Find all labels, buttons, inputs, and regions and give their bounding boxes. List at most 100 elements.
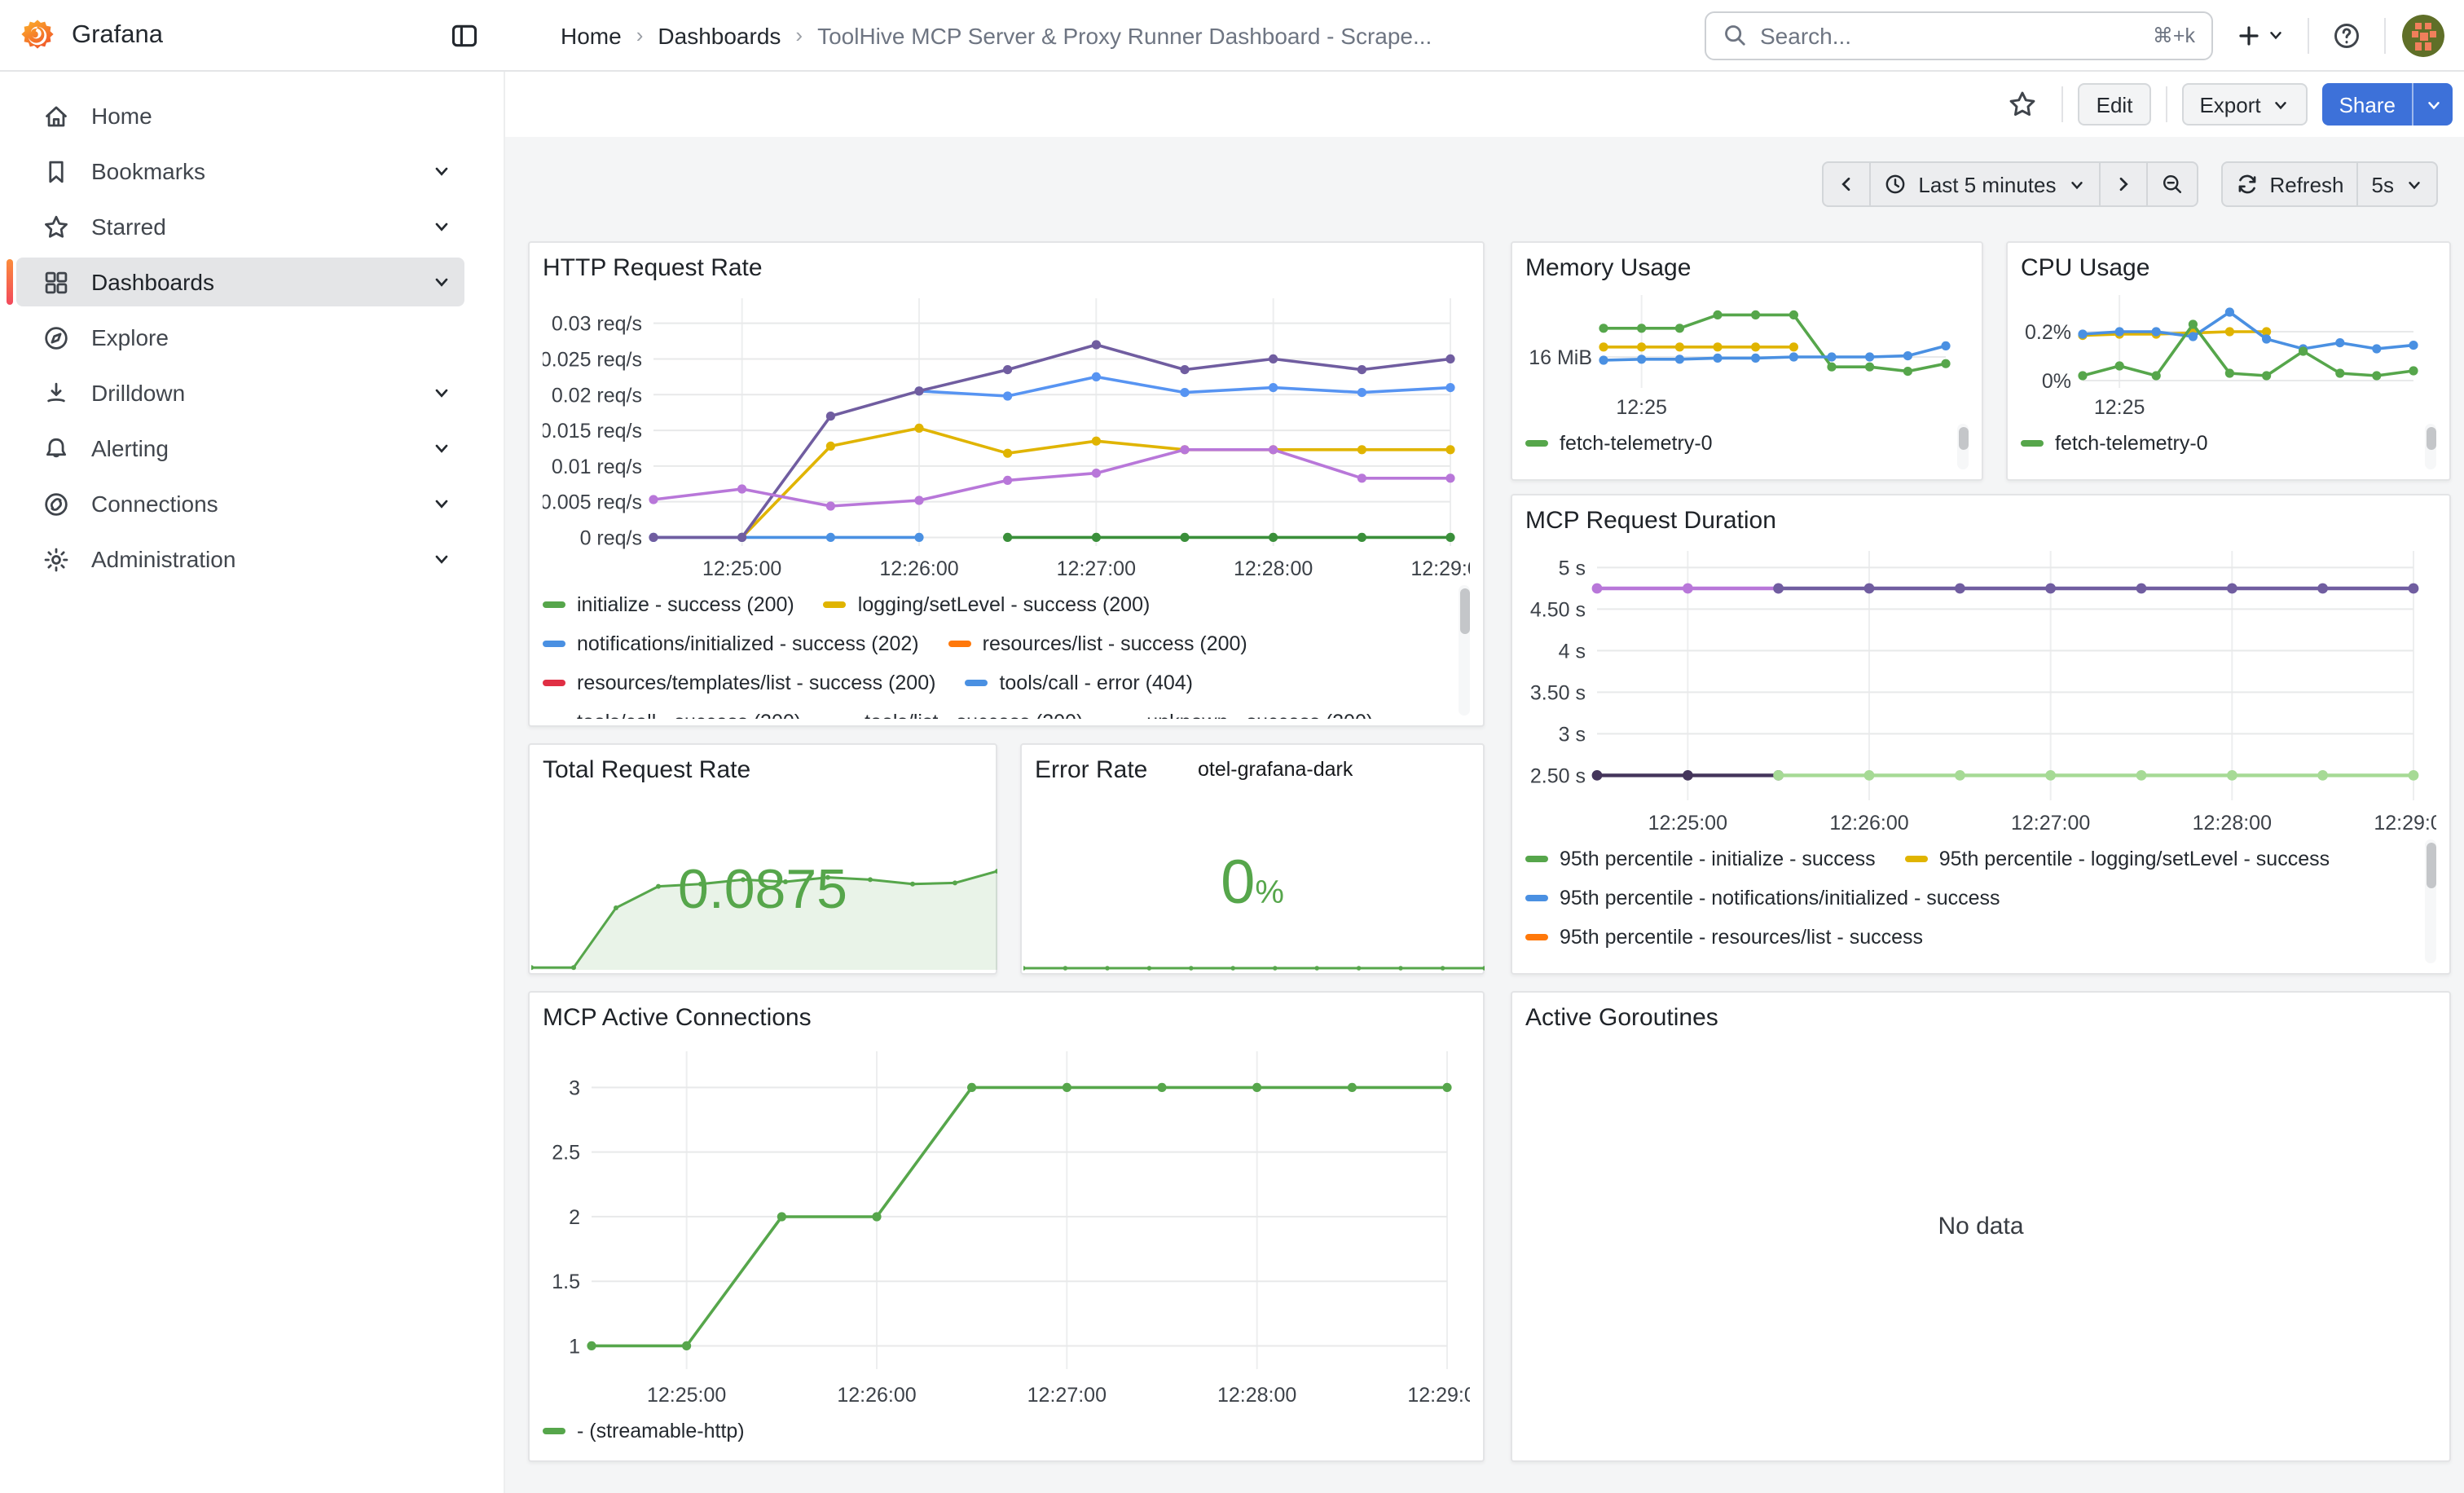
sidebar-item-administration[interactable]: Administration	[16, 535, 464, 584]
svg-text:0.005 req/s: 0.005 req/s	[543, 491, 642, 514]
panel-total-request-rate: Total Request Rate 0.0875	[528, 743, 997, 975]
svg-text:12:25:00: 12:25:00	[1648, 812, 1727, 835]
home-icon	[42, 102, 70, 130]
zoom-out-button[interactable]	[2145, 161, 2198, 207]
chevron-down-icon[interactable]	[432, 549, 451, 569]
legend-label: 95th percentile - resources/list - succe…	[1560, 926, 1923, 949]
sidebar-item-alerting[interactable]: Alerting	[16, 424, 464, 473]
legend-item[interactable]: fetch-telemetry-0	[1525, 424, 1713, 463]
share-button[interactable]: Share	[2323, 83, 2412, 126]
svg-text:0.02 req/s: 0.02 req/s	[552, 384, 642, 407]
help-icon[interactable]	[2325, 14, 2368, 56]
svg-text:0.015 req/s: 0.015 req/s	[543, 420, 642, 443]
sidebar-item-starred[interactable]: Starred	[16, 202, 464, 251]
refresh-button[interactable]: Refresh	[2220, 161, 2358, 207]
refresh-label: Refresh	[2269, 172, 2343, 196]
legend-item[interactable]: initialize - success (200)	[543, 585, 794, 624]
svg-text:12:27:00: 12:27:00	[1057, 557, 1136, 580]
panel-title[interactable]: MCP Request Duration	[1525, 505, 2436, 538]
add-new-button[interactable]	[2229, 15, 2291, 55]
export-button[interactable]: Export	[2181, 83, 2308, 126]
breadcrumb-home[interactable]: Home	[561, 22, 622, 48]
refresh-interval-picker[interactable]: 5s	[2357, 161, 2438, 207]
sidebar-item-drilldown[interactable]: Drilldown	[16, 368, 464, 417]
nav-right: Search... ⌘+k	[1705, 11, 2464, 59]
legend-item[interactable]: 95th percentile - notifications/initiali…	[1525, 879, 2000, 918]
dock-menu-icon[interactable]	[450, 20, 479, 50]
svg-text:0.03 req/s: 0.03 req/s	[552, 313, 642, 336]
sidebar-item-dashboards[interactable]: Dashboards	[16, 258, 464, 306]
chevron-down-icon[interactable]	[432, 494, 451, 513]
legend-label: tools/list - success (200)	[865, 711, 1083, 719]
share-dropdown-chevron[interactable]	[2412, 83, 2453, 126]
user-avatar[interactable]	[2402, 14, 2444, 56]
legend-scrollbar[interactable]	[2425, 424, 2436, 469]
svg-text:12:28:00: 12:28:00	[2193, 812, 2272, 835]
svg-text:12:27:00: 12:27:00	[2011, 812, 2090, 835]
refresh-group: Refresh 5s	[2220, 161, 2438, 207]
legend-item[interactable]: notifications/initialized - success (202…	[543, 624, 919, 663]
legend-item[interactable]: unknown - success (200)	[1112, 702, 1373, 719]
mcp-active-connections-chart: 11.522.5312:25:0012:26:0012:27:0012:28:0…	[543, 1035, 1470, 1408]
svg-text:3: 3	[569, 1077, 580, 1099]
sidebar-item-explore[interactable]: Explore	[16, 313, 464, 362]
search-shortcut: ⌘+k	[2153, 23, 2195, 47]
toolbar-divider	[2165, 86, 2167, 122]
legend-swatch	[543, 719, 565, 720]
legend-item[interactable]: resources/list - success (200)	[948, 624, 1247, 663]
legend-swatch	[824, 601, 847, 609]
time-range-group: Last 5 minutes	[1822, 161, 2198, 207]
legend-item[interactable]: tools/list - success (200)	[830, 702, 1083, 719]
sidebar-item-home[interactable]: Home	[16, 91, 464, 140]
legend-item[interactable]: tools/call - success (200)	[543, 702, 801, 719]
sidebar-item-bookmarks[interactable]: Bookmarks	[16, 147, 464, 196]
legend-item[interactable]: 95th percentile - resources/templates/li…	[1525, 957, 2017, 967]
legend-label: 95th percentile - initialize - success	[1560, 848, 1876, 870]
panel-active-goroutines: Active Goroutines No data	[1511, 991, 2451, 1462]
toolbar-divider	[2062, 86, 2064, 122]
time-back-button[interactable]	[1822, 161, 1871, 207]
legend-item[interactable]: resources/templates/list - success (200)	[543, 663, 935, 702]
legend-scrollbar[interactable]	[2425, 839, 2436, 963]
legend-item[interactable]: - (streamable-http)	[543, 1412, 745, 1451]
panel-title[interactable]: MCP Active Connections	[543, 1002, 1470, 1035]
svg-text:12:25: 12:25	[2094, 396, 2145, 419]
favorite-star-icon[interactable]	[1999, 90, 2048, 119]
panel-title[interactable]: Total Request Rate	[543, 755, 983, 787]
stat-value: 0%	[1022, 850, 1483, 920]
chevron-down-icon[interactable]	[432, 217, 451, 236]
chevron-down-icon[interactable]	[432, 383, 451, 403]
chevron-down-icon[interactable]	[432, 438, 451, 458]
breadcrumb-separator: ›	[636, 23, 644, 47]
breadcrumb-dashboards[interactable]: Dashboards	[658, 22, 781, 48]
chevron-down-icon[interactable]	[432, 272, 451, 292]
legend-label: 95th percentile - logging/setLevel - suc…	[1939, 848, 2330, 870]
legend-item[interactable]: tools/call - error (404)	[965, 663, 1193, 702]
legend-swatch	[2021, 440, 2044, 447]
panel-title[interactable]: HTTP Request Rate	[543, 253, 1470, 285]
edit-button[interactable]: Edit	[2079, 83, 2151, 126]
panel-title[interactable]: CPU Usage	[2021, 253, 2436, 285]
search-input[interactable]: Search... ⌘+k	[1705, 11, 2213, 59]
chevron-down-icon[interactable]	[432, 161, 451, 181]
brand-name: Grafana	[72, 20, 163, 50]
legend-scrollbar[interactable]	[1957, 424, 1969, 469]
svg-text:5 s: 5 s	[1559, 557, 1586, 579]
dashboard-toolbar: Edit Export Share	[505, 72, 2464, 137]
chart-canvas	[1023, 953, 1485, 973]
legend-item[interactable]: 95th percentile - logging/setLevel - suc…	[1905, 839, 2330, 879]
svg-text:0.2%: 0.2%	[2025, 321, 2071, 344]
panel-title[interactable]: Memory Usage	[1525, 253, 1969, 285]
legend-item[interactable]: 95th percentile - initialize - success	[1525, 839, 1876, 879]
dashboard-canvas: Last 5 minutes Refresh 5s	[505, 137, 2464, 1493]
search-placeholder: Search...	[1760, 22, 1851, 48]
error-rate-sparkline	[1023, 952, 1485, 971]
legend-scrollbar[interactable]	[1459, 585, 1470, 716]
sidebar-item-connections[interactable]: Connections	[16, 479, 464, 528]
time-range-picker[interactable]: Last 5 minutes	[1869, 161, 2100, 207]
grafana-logo[interactable]	[20, 17, 55, 53]
legend-item[interactable]: logging/setLevel - success (200)	[824, 585, 1151, 624]
time-forward-button[interactable]	[2098, 161, 2147, 207]
legend-item[interactable]: 95th percentile - resources/list - succe…	[1525, 918, 1923, 957]
legend-item[interactable]: fetch-telemetry-0	[2021, 424, 2208, 463]
